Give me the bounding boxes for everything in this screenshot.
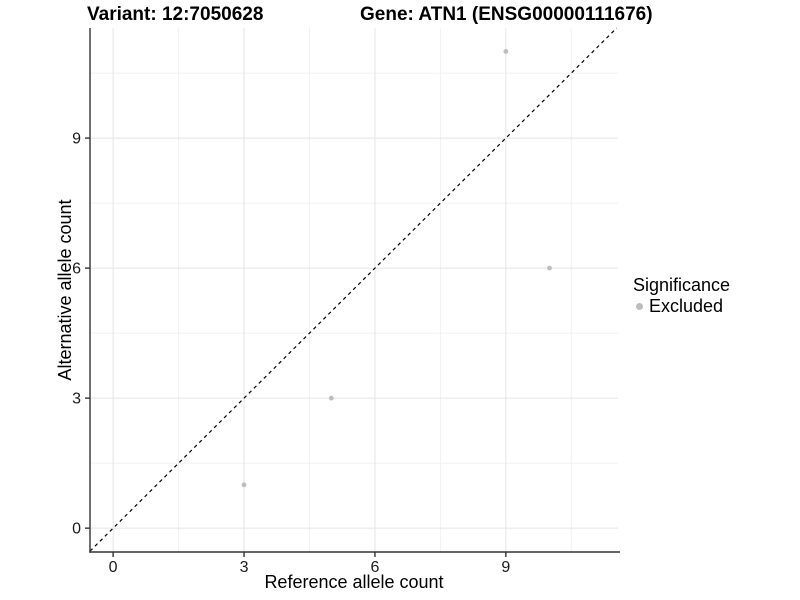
identity-reference-line [89,27,618,552]
data-point [547,265,552,271]
legend: Significance Excluded [633,275,730,317]
x-tick-label: 9 [501,559,510,576]
legend-title: Significance [633,275,731,295]
x-tick-label: 6 [370,559,379,576]
plot-title-gene: Gene: ATN1 (ENSG00000111676) [360,4,653,25]
x-axis-title: Reference allele count [264,572,444,592]
x-tick-label: 3 [240,559,249,576]
y-tick-label: 0 [72,521,81,538]
y-tick-label: 9 [72,131,81,148]
plot-title-variant: Variant: 12:7050628 [87,4,264,25]
legend-item-excluded: Excluded [633,296,730,317]
excluded-point-icon [636,303,643,310]
y-axis-title: Alternative allele count [55,199,75,381]
y-tick-label: 3 [72,391,81,408]
legend-item-label: Excluded [649,296,724,316]
data-point [241,482,247,488]
y-tick-label: 6 [72,261,81,278]
data-point [503,49,509,54]
x-tick-label: 0 [109,559,118,576]
data-point [328,395,334,401]
